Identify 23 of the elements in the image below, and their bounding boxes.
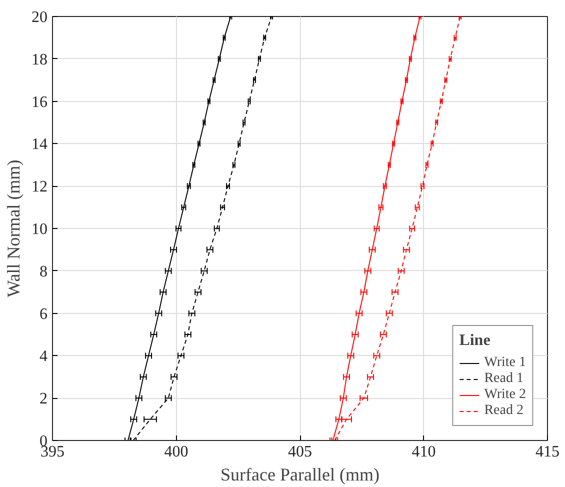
y-tick-label: 10 <box>32 221 48 238</box>
legend-label: Read 1 <box>484 371 524 387</box>
y-tick-label: 14 <box>32 136 48 154</box>
x-axis-title: Surface Parallel (mm) <box>220 464 380 484</box>
line-series <box>127 16 232 440</box>
y-tick-label: 2 <box>40 390 48 408</box>
legend-label: Read 2 <box>484 403 524 419</box>
line-series <box>132 16 272 440</box>
legend-label: Write 2 <box>484 387 526 403</box>
y-axis-title: Wall Normal (mm) <box>4 160 24 298</box>
x-tick-label: 410 <box>412 444 436 460</box>
y-tick-label: 20 <box>32 9 48 26</box>
legend-title: Line <box>459 332 492 350</box>
y-tick-label: 6 <box>40 306 48 323</box>
y-tick-label: 16 <box>32 94 48 111</box>
legend-label: Write 1 <box>484 355 526 371</box>
y-tick-label: 12 <box>32 178 48 196</box>
x-tick-label: 405 <box>288 444 312 460</box>
y-tick-label: 8 <box>40 263 48 280</box>
y-tick-label: 4 <box>40 348 48 366</box>
y-tick-label: 18 <box>32 51 48 68</box>
x-tick-label: 400 <box>164 444 188 460</box>
x-tick-label: 415 <box>536 444 560 460</box>
